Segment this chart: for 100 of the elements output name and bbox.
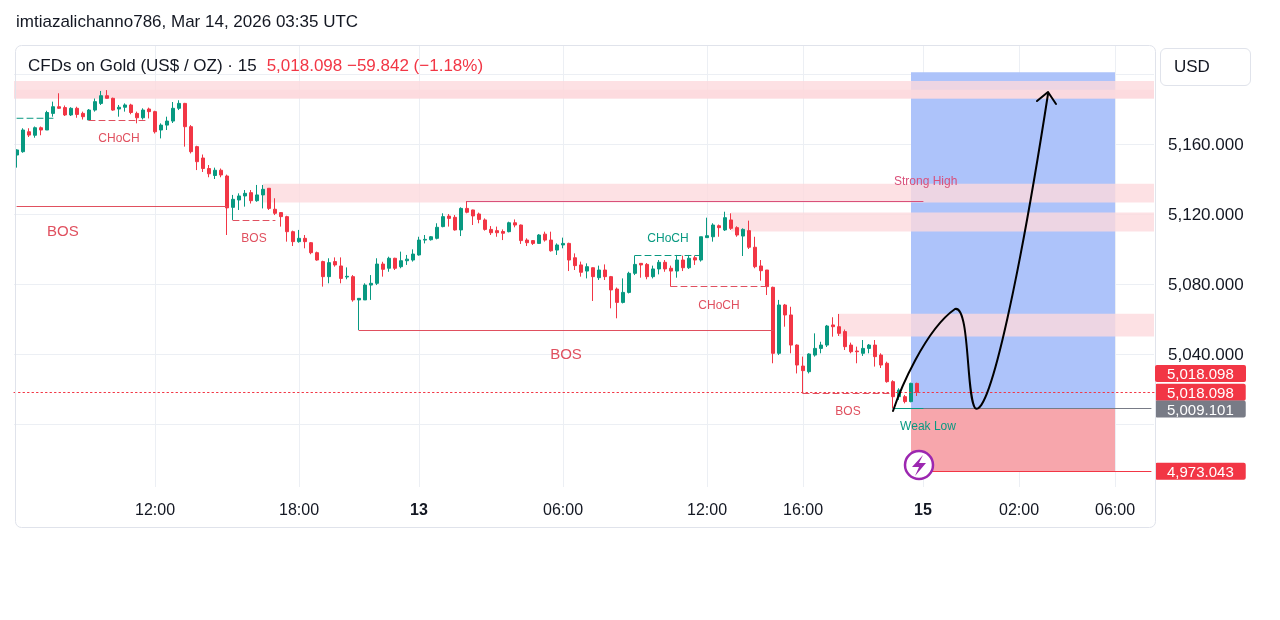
candlestick: [117, 104, 121, 118]
candlestick: [321, 260, 325, 288]
candlestick: [591, 266, 595, 302]
x-tick-label: 06:00: [542, 500, 584, 518]
candlestick: [411, 248, 415, 263]
candlestick: [771, 286, 775, 364]
ref-line-label: CHoCH: [698, 297, 740, 312]
candlestick: [741, 227, 745, 257]
candlestick: [249, 189, 253, 204]
candlestick: [549, 231, 553, 253]
y-tick-label: 5,040.000: [1168, 344, 1244, 364]
candlestick: [417, 236, 421, 257]
candlestick: [165, 116, 169, 131]
candlestick: [363, 282, 367, 301]
candlestick: [267, 187, 271, 211]
candlestick: [405, 254, 409, 266]
candlestick: [837, 313, 841, 337]
candlestick: [33, 126, 37, 139]
candlestick: [291, 230, 295, 247]
candlestick: [747, 220, 751, 250]
candlestick: [543, 231, 547, 243]
candlestick: [555, 242, 559, 256]
candlestick: [303, 234, 307, 249]
candlestick: [561, 237, 565, 249]
candlestick: [645, 262, 649, 280]
candlestick: [93, 98, 97, 113]
candlestick: [843, 329, 847, 351]
x-tick-label: 06:00: [1094, 500, 1136, 518]
candlestick: [15, 148, 19, 169]
candlestick: [315, 251, 319, 262]
candlestick: [255, 184, 259, 203]
x-tick-label: 16:00: [782, 500, 824, 518]
candlestick: [453, 214, 457, 232]
ref-line-label: Weak Low: [900, 419, 957, 434]
ref-line-label: BOS: [835, 404, 861, 419]
candlestick: [81, 111, 85, 120]
candlestick: [759, 259, 763, 282]
candlestick: [597, 265, 601, 281]
ref-line-label: BOS: [241, 230, 267, 245]
ref-line-label: CHoCH: [647, 230, 689, 245]
candlestick: [717, 224, 721, 238]
candlestick: [657, 259, 661, 275]
candlestick: [243, 189, 247, 208]
x-tick-label: 18:00: [278, 500, 320, 518]
candlestick: [207, 164, 211, 178]
candlestick: [219, 168, 223, 178]
candlestick: [609, 275, 613, 309]
candlestick: [483, 217, 487, 232]
candlestick: [537, 233, 541, 245]
candlestick: [795, 343, 799, 374]
y-tick-label: 5,160.000: [1168, 134, 1244, 154]
candlestick: [309, 241, 313, 255]
candlestick: [225, 174, 229, 236]
x-tick-label: 12:00: [686, 500, 728, 518]
candlestick: [705, 217, 709, 239]
candlestick: [735, 225, 739, 238]
candlestick: [813, 332, 817, 358]
ref-line-label: BOS: [47, 221, 79, 239]
candlestick: [435, 222, 439, 240]
candlestick: [75, 106, 79, 119]
candlestick: [831, 316, 835, 338]
candlestick: [57, 92, 61, 110]
ref-line-label: CHoCH: [98, 131, 140, 146]
candlestick: [147, 107, 151, 119]
text: 5,018.098 −59.842 (−1.18%): [266, 56, 484, 75]
candlestick: [339, 256, 343, 284]
candlestick: [333, 256, 337, 268]
candlestick: [279, 211, 283, 228]
candlestick: [789, 306, 793, 354]
candlestick: [171, 101, 175, 124]
candlestick: [885, 361, 889, 384]
candlestick: [459, 206, 463, 237]
candlestick: [351, 274, 355, 303]
ref-line-label: BOS: [550, 345, 582, 363]
candlestick: [63, 105, 67, 117]
candlestick: [381, 261, 385, 278]
candlestick: [861, 339, 865, 357]
candlestick: [105, 89, 109, 99]
candlestick: [873, 339, 877, 368]
candlestick: [825, 324, 829, 348]
candlestick: [507, 221, 511, 233]
candlestick: [477, 212, 481, 224]
candlestick: [573, 252, 577, 271]
candlestick: [681, 255, 685, 272]
candlestick: [189, 124, 193, 154]
x-tick-label: 13: [410, 500, 428, 518]
candlestick: [369, 274, 373, 301]
candlestick: [21, 127, 25, 154]
candlestick: [909, 382, 913, 403]
x-tick-label: 12:00: [134, 500, 176, 518]
candlestick: [531, 239, 535, 246]
candlestick: [501, 228, 505, 241]
y-tick-label: 5,080.000: [1168, 274, 1244, 294]
candlestick: [579, 261, 583, 278]
candlestick: [327, 257, 331, 284]
candlestick: [111, 97, 115, 112]
candlestick: [879, 352, 883, 369]
candlestick: [357, 297, 361, 331]
candlestick: [819, 341, 823, 354]
text: 5,018.098: [1155, 365, 1246, 382]
